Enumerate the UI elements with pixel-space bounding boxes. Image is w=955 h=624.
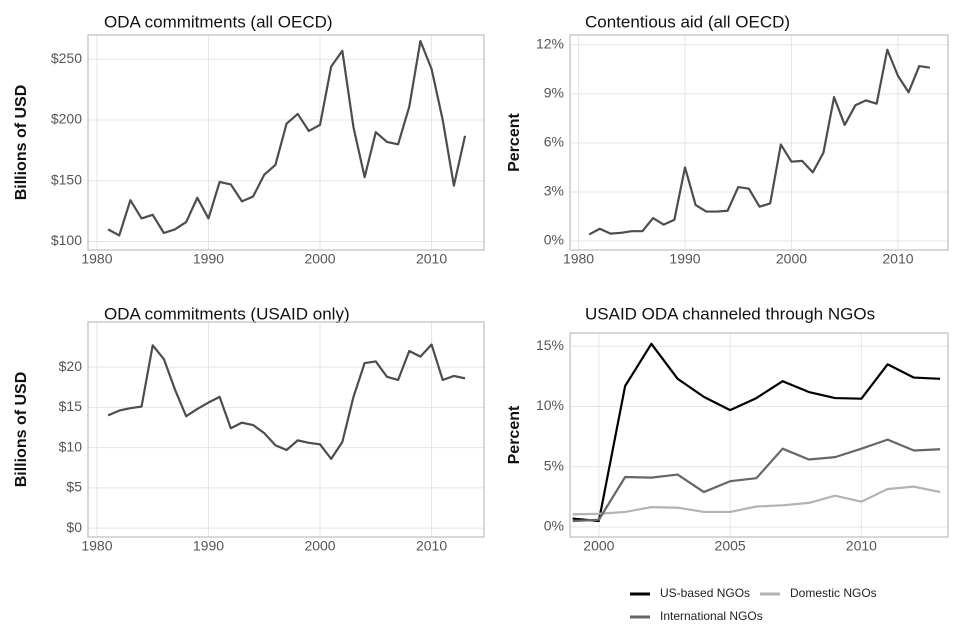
panel-border (87, 34, 485, 251)
x-tick-label: 2000 (304, 538, 335, 554)
data-line (572, 438, 941, 523)
y-tick-label: 5% (544, 457, 564, 473)
y-tick-label: $20 (59, 358, 83, 374)
y-tick-label: $150 (51, 171, 82, 187)
data-line (107, 39, 467, 237)
y-tick-label: 0% (544, 232, 564, 248)
x-tick-label: 1980 (81, 251, 112, 267)
y-axis-label: Percent (506, 405, 523, 464)
x-tick-label: 2010 (416, 251, 447, 267)
panel-title: ODA commitments (all OECD) (104, 12, 333, 31)
panel-title: Contentious aid (all OECD) (585, 12, 790, 31)
x-tick-label: 2010 (416, 538, 447, 554)
legend-label: International NGOs (660, 609, 763, 623)
x-tick-label: 1990 (193, 251, 224, 267)
x-tick-label: 1990 (669, 251, 700, 267)
y-tick-label: 15% (536, 337, 564, 353)
y-tick-label: 6% (544, 134, 564, 150)
y-tick-label: $0 (66, 519, 82, 535)
y-tick-label: 9% (544, 85, 564, 101)
y-tick-label: $15 (59, 398, 83, 414)
x-tick-label: 2010 (846, 538, 877, 554)
y-tick-label: 10% (536, 397, 564, 413)
y-tick-label: $5 (66, 479, 82, 495)
y-axis-label: Billions of USD (13, 85, 30, 201)
x-tick-label: 2000 (583, 538, 614, 554)
x-tick-label: 1990 (193, 538, 224, 554)
data-line (572, 342, 941, 523)
x-tick-label: 1980 (81, 538, 112, 554)
y-axis-label: Billions of USD (13, 372, 30, 488)
x-tick-label: 2005 (715, 538, 746, 554)
panel-border (87, 321, 485, 538)
y-tick-label: 3% (544, 183, 564, 199)
y-tick-label: $200 (51, 111, 82, 127)
x-tick-label: 2000 (304, 251, 335, 267)
x-tick-label: 2000 (776, 251, 807, 267)
panel-title: ODA commitments (USAID only) (104, 304, 350, 323)
data-line (107, 343, 466, 460)
y-tick-label: 0% (544, 518, 564, 534)
panel-border (569, 34, 949, 251)
data-line (572, 485, 941, 516)
x-tick-label: 1980 (563, 251, 594, 267)
legend-label: Domestic NGOs (790, 586, 877, 600)
y-tick-label: 12% (536, 36, 564, 52)
y-tick-label: $10 (59, 438, 83, 454)
data-line (588, 48, 931, 236)
panel-title: USAID ODA channeled through NGOs (585, 304, 875, 323)
y-axis-label: Percent (506, 112, 523, 171)
x-tick-label: 2010 (882, 251, 913, 267)
y-tick-label: $250 (51, 50, 82, 66)
y-tick-label: $100 (51, 232, 82, 248)
panel-border (569, 332, 949, 538)
legend-label: US-based NGOs (660, 586, 750, 600)
